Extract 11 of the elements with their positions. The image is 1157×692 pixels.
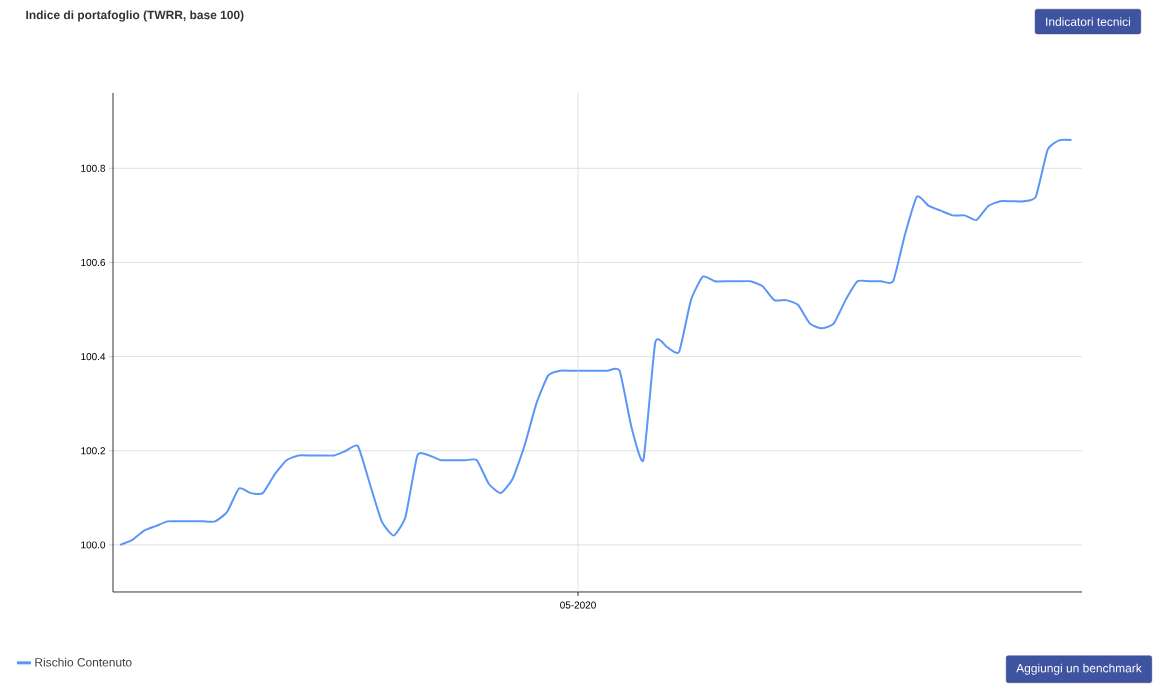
legend-label: Rischio Contenuto bbox=[35, 657, 132, 667]
y-tick-label: 100.4 bbox=[81, 353, 106, 361]
y-tick-label: 100.2 bbox=[81, 447, 105, 455]
y-tick-label: 100.0 bbox=[81, 541, 106, 549]
text: 05-2020 bbox=[560, 601, 596, 609]
chart-title: Indice di portafoglio (TWRR, base 100) bbox=[26, 10, 244, 22]
y-tick-label: 100.6 bbox=[81, 258, 106, 266]
text: Indicatori tecnici bbox=[1046, 17, 1130, 26]
line-series bbox=[119, 139, 1073, 546]
text: Aggiungi un benchmark bbox=[1016, 663, 1142, 675]
y-tick-label: 100.8 bbox=[81, 164, 106, 172]
